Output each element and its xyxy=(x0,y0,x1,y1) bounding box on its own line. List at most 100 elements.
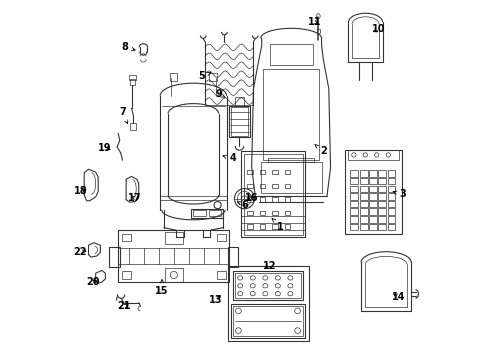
Text: 3: 3 xyxy=(392,189,405,199)
Bar xyxy=(368,216,376,222)
Bar xyxy=(267,158,314,162)
Bar xyxy=(359,178,367,184)
Bar xyxy=(271,197,277,202)
Text: 20: 20 xyxy=(86,277,100,287)
Bar xyxy=(244,154,302,234)
Bar xyxy=(378,193,386,200)
Bar xyxy=(387,178,395,184)
Bar xyxy=(387,185,395,192)
Bar xyxy=(378,170,386,177)
Bar xyxy=(284,197,290,202)
Bar xyxy=(263,69,319,160)
Bar xyxy=(228,266,308,341)
Bar xyxy=(259,197,265,202)
Bar xyxy=(284,184,290,188)
Bar xyxy=(359,170,367,177)
Bar xyxy=(259,184,265,188)
Text: 7: 7 xyxy=(119,107,127,123)
Bar xyxy=(349,185,357,192)
Text: 21: 21 xyxy=(118,301,131,311)
Bar xyxy=(378,201,386,207)
Text: 4: 4 xyxy=(223,153,236,163)
Bar xyxy=(170,73,177,81)
Text: 13: 13 xyxy=(209,295,222,305)
Text: 10: 10 xyxy=(371,24,385,35)
Bar xyxy=(387,201,395,207)
Bar xyxy=(227,247,238,267)
Bar xyxy=(349,178,357,184)
Text: 14: 14 xyxy=(391,292,405,302)
Bar xyxy=(359,201,367,207)
Bar xyxy=(241,151,305,237)
Bar xyxy=(348,149,398,160)
Bar xyxy=(190,209,223,218)
Bar xyxy=(128,75,136,80)
Bar xyxy=(271,211,277,215)
Bar xyxy=(368,224,376,230)
Text: 9: 9 xyxy=(215,89,224,99)
Text: 18: 18 xyxy=(73,186,87,196)
Text: 2: 2 xyxy=(314,145,326,156)
Bar xyxy=(246,225,252,229)
Bar xyxy=(316,30,319,33)
Bar xyxy=(271,184,277,188)
Bar xyxy=(109,247,120,267)
Bar xyxy=(118,230,229,282)
Bar xyxy=(122,234,131,241)
Bar xyxy=(231,304,304,338)
Text: 17: 17 xyxy=(128,193,142,203)
Bar xyxy=(246,197,252,202)
Bar xyxy=(259,170,265,174)
Bar xyxy=(259,225,265,229)
Bar xyxy=(192,211,206,216)
Bar xyxy=(387,170,395,177)
Bar xyxy=(246,184,252,188)
Bar xyxy=(359,216,367,222)
Bar xyxy=(387,193,395,200)
Bar xyxy=(209,73,216,81)
Bar xyxy=(233,271,303,300)
Bar xyxy=(368,193,376,200)
Bar xyxy=(234,273,301,298)
Bar xyxy=(284,225,290,229)
Bar xyxy=(284,170,290,174)
Bar xyxy=(269,44,312,65)
Bar xyxy=(368,201,376,207)
Bar xyxy=(349,208,357,215)
Text: 12: 12 xyxy=(263,261,276,271)
Text: 1: 1 xyxy=(271,218,283,231)
Bar xyxy=(359,185,367,192)
Bar xyxy=(368,178,376,184)
Text: 5: 5 xyxy=(198,71,210,81)
Bar xyxy=(378,178,386,184)
Bar xyxy=(344,149,402,234)
Bar xyxy=(260,162,321,193)
Bar xyxy=(368,170,376,177)
Bar xyxy=(359,208,367,215)
Bar xyxy=(246,170,252,174)
Bar xyxy=(271,225,277,229)
Text: 22: 22 xyxy=(73,247,87,257)
Bar xyxy=(387,224,395,230)
Bar xyxy=(164,232,183,244)
Text: 19: 19 xyxy=(98,143,111,153)
Bar xyxy=(378,224,386,230)
Bar xyxy=(129,123,136,130)
Text: 16: 16 xyxy=(244,193,258,203)
Text: 15: 15 xyxy=(155,280,168,296)
Bar xyxy=(378,216,386,222)
Bar xyxy=(246,211,252,215)
Bar xyxy=(349,216,357,222)
Bar xyxy=(349,193,357,200)
Bar xyxy=(349,224,357,230)
Bar xyxy=(217,234,225,241)
Text: 11: 11 xyxy=(307,17,321,27)
Bar xyxy=(349,201,357,207)
Bar xyxy=(271,170,277,174)
Bar xyxy=(235,96,243,105)
Bar xyxy=(122,271,131,279)
Bar xyxy=(129,79,135,85)
Bar xyxy=(387,208,395,215)
Bar xyxy=(387,216,395,222)
Bar xyxy=(233,306,302,336)
